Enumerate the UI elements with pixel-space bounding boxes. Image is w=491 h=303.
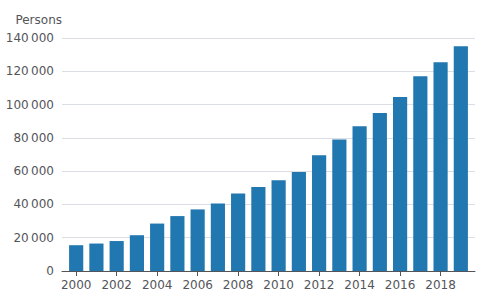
svg-text:0: 0	[46, 264, 54, 278]
svg-text:2010: 2010	[263, 278, 294, 292]
svg-text:120 000: 120 000	[6, 64, 54, 78]
svg-text:140 000: 140 000	[6, 31, 54, 45]
svg-text:2018: 2018	[425, 278, 456, 292]
svg-text:2004: 2004	[142, 278, 173, 292]
svg-text:100 000: 100 000	[6, 98, 54, 112]
svg-text:80 000: 80 000	[13, 131, 54, 145]
svg-text:2016: 2016	[385, 278, 416, 292]
svg-text:2000: 2000	[61, 278, 92, 292]
svg-text:40 000: 40 000	[13, 197, 54, 211]
svg-text:Persons: Persons	[15, 13, 62, 27]
svg-text:2014: 2014	[344, 278, 375, 292]
svg-text:60 000: 60 000	[13, 164, 54, 178]
svg-text:2012: 2012	[304, 278, 335, 292]
svg-text:20 000: 20 000	[13, 231, 54, 245]
svg-text:2002: 2002	[101, 278, 132, 292]
svg-text:2006: 2006	[182, 278, 213, 292]
svg-text:2008: 2008	[223, 278, 254, 292]
